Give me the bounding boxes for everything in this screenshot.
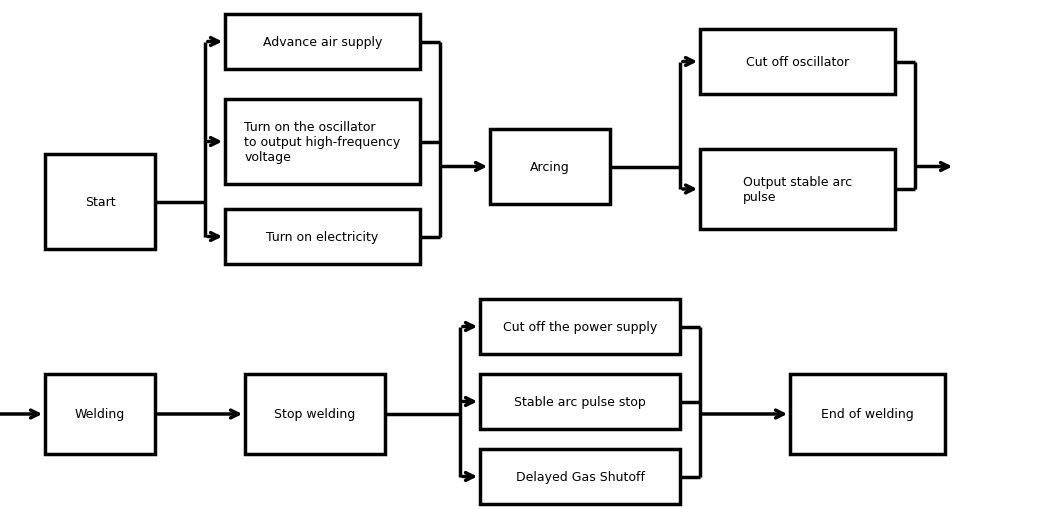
Text: Welding: Welding: [75, 408, 126, 420]
Text: End of welding: End of welding: [821, 408, 914, 420]
Bar: [490, 130, 610, 205]
Text: Stop welding: Stop welding: [274, 408, 356, 420]
Bar: [225, 210, 420, 265]
Text: Cut off oscillator: Cut off oscillator: [745, 56, 849, 69]
Bar: [45, 374, 155, 454]
Bar: [700, 150, 895, 230]
Bar: [700, 30, 895, 95]
Text: Output stable arc
pulse: Output stable arc pulse: [743, 176, 852, 204]
Bar: [225, 100, 420, 185]
Text: Turn on electricity: Turn on electricity: [266, 231, 379, 243]
Bar: [480, 449, 680, 504]
Text: Arcing: Arcing: [530, 161, 570, 174]
Text: Cut off the power supply: Cut off the power supply: [503, 320, 658, 333]
Text: Stable arc pulse stop: Stable arc pulse stop: [514, 395, 646, 408]
Bar: [45, 155, 155, 249]
Bar: [225, 15, 420, 70]
Text: Turn on the oscillator
to output high-frequency
voltage: Turn on the oscillator to output high-fr…: [244, 121, 401, 164]
Bar: [790, 374, 945, 454]
Text: Delayed Gas Shutoff: Delayed Gas Shutoff: [515, 470, 645, 483]
Bar: [480, 299, 680, 354]
Bar: [245, 374, 385, 454]
Text: Advance air supply: Advance air supply: [263, 36, 382, 49]
Text: Start: Start: [85, 195, 115, 209]
Bar: [480, 374, 680, 429]
